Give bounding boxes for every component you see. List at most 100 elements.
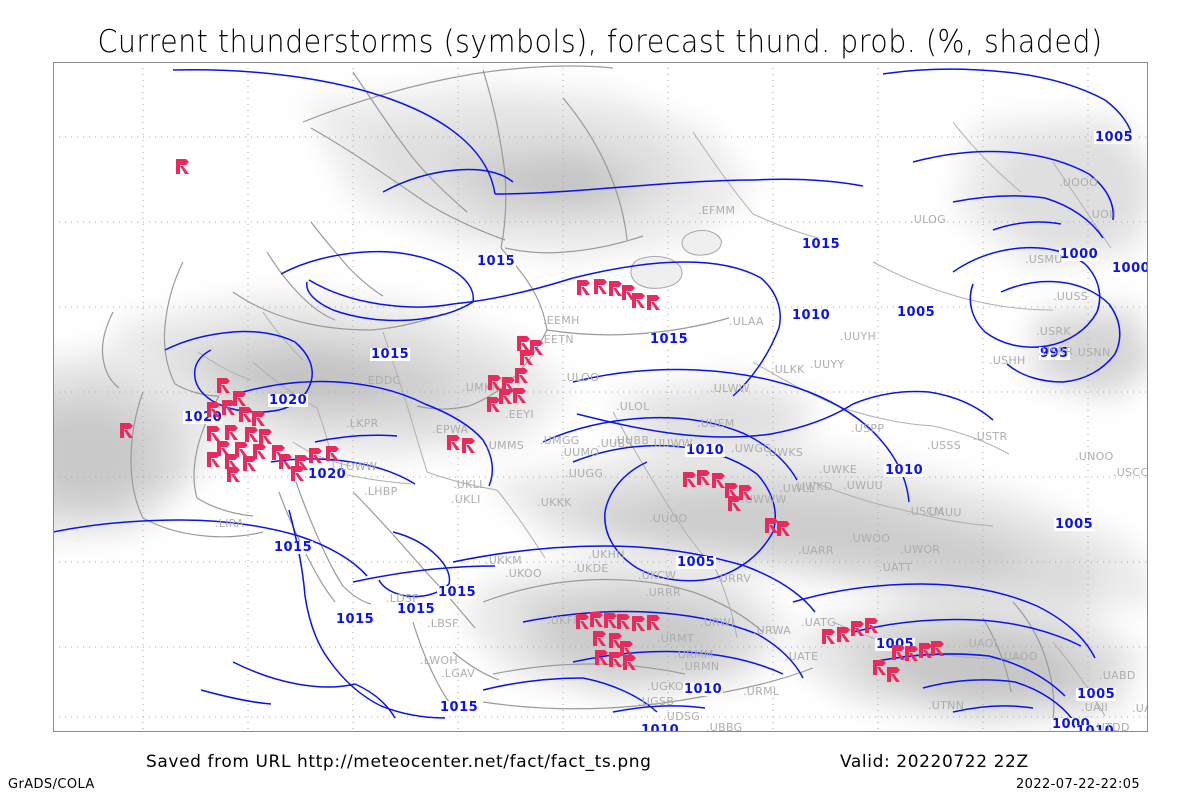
thunderstorm-symbol (497, 388, 514, 405)
thunderstorm-symbol (500, 376, 517, 393)
station-id-label: UATG (801, 616, 836, 629)
thunderstorm-symbol (726, 495, 743, 512)
station-id-label: USCM (907, 505, 944, 518)
station-id-label: EPWA (432, 423, 468, 436)
thunderstorm-symbol (205, 401, 222, 418)
station-id-label: UKOO (505, 567, 542, 580)
source-url-text: Saved from URL http://meteocenter.net/fa… (146, 752, 652, 772)
station-id-label: ULWW (710, 382, 750, 395)
isobar-label: 1015 (476, 254, 517, 269)
thunderstorm-symbol (723, 482, 740, 499)
station-id-label: UDSG (663, 710, 700, 723)
station-id-label: LHBP (364, 485, 398, 498)
thunderstorm-symbol (225, 466, 242, 483)
station-id-label: UBBB (776, 731, 812, 732)
thunderstorm-symbol (250, 410, 267, 427)
station-id-label: URMN (681, 660, 719, 673)
station-id-label: LKPR (346, 417, 379, 430)
isobar-label: 1005 (1076, 687, 1117, 702)
thunderstorm-symbol (737, 484, 754, 501)
thunderstorm-symbol (929, 640, 946, 657)
station-id-label: UWWW (741, 493, 787, 506)
station-id-label: USSS (927, 439, 961, 452)
thunderstorm-symbol (620, 284, 637, 301)
thunderstorm-symbol (486, 374, 503, 391)
thunderstorm-symbol (277, 453, 294, 470)
station-id-label: URWI (700, 616, 734, 629)
station-id-label: UWUU (843, 479, 883, 492)
station-id-label: LGAV (441, 667, 475, 680)
isobar-label: 1010 (414, 731, 455, 732)
isobar-label: 1005 (1094, 130, 1135, 145)
station-id-label: UGSB (638, 695, 674, 708)
station-id-label: UTNN (928, 699, 964, 712)
station-id-label: UAUR (1132, 702, 1148, 715)
station-id-label: LBSF (427, 617, 459, 630)
station-id-label: UKKK (537, 496, 572, 509)
thunderstorm-symbol (588, 611, 605, 628)
thunderstorm-symbol (485, 396, 502, 413)
station-id-label: UKKM (485, 554, 522, 567)
thunderstorm-symbol (215, 440, 232, 457)
thunderstorm-symbol (607, 632, 624, 649)
thunderstorm-symbol (243, 426, 260, 443)
thunderstorm-symbol (591, 630, 608, 647)
thunderstorm-symbol (890, 644, 907, 661)
thunderstorm-symbol (460, 437, 477, 454)
grads-cola-credit: GrADS/COLA (8, 777, 95, 792)
thunderstorm-symbol (289, 465, 306, 482)
isobar-label: 1015 (370, 347, 411, 362)
isobar-label: 1015 (335, 612, 376, 627)
station-id-label: ULOG (910, 213, 946, 226)
thunderstorm-symbol (237, 406, 254, 423)
thunderstorm-symbol (885, 666, 902, 683)
station-id-label: UWOR (900, 543, 940, 556)
station-id-label: EEYI (505, 408, 534, 421)
station-id-label: UUYY (810, 358, 845, 371)
thunderstorm-symbol (863, 617, 880, 634)
thunderstorm-symbol (681, 471, 698, 488)
station-id-label: USRR (1038, 345, 1073, 358)
station-id-label: UAFM (1146, 653, 1148, 666)
station-id-label: UKLI (451, 493, 481, 506)
thunderstorm-symbol (445, 434, 462, 451)
thunderstorm-symbol (518, 349, 535, 366)
station-id-label: UUOO (649, 512, 687, 525)
isobar-label: 1015 (801, 237, 842, 252)
thunderstorm-symbol (515, 335, 532, 352)
station-id-label: UOII (1088, 208, 1116, 221)
isobar-label: 1005 (896, 305, 937, 320)
station-id-label: LDSF (386, 592, 419, 605)
isobar-label: 1005 (1054, 517, 1095, 532)
station-id-label: UWGG (731, 442, 772, 455)
station-id-label: UUMO (560, 446, 599, 459)
station-id-label: ULOL (616, 400, 650, 413)
thunderstorm-symbol (220, 399, 237, 416)
thunderstorm-symbol (257, 428, 274, 445)
station-id-label: UKCW (638, 569, 676, 582)
isobar-label: 1010 (884, 463, 925, 478)
station-id-label: URMM (674, 648, 714, 661)
station-id-label: USNN (1074, 346, 1111, 359)
station-id-label: USMU (1025, 253, 1063, 266)
station-id-label: URMT (657, 632, 694, 645)
station-id-label: UWKS (765, 446, 803, 459)
thunderstorm-symbol (607, 651, 624, 668)
valid-time-text: Valid: 20220722 22Z (840, 752, 1029, 772)
thunderstorm-symbol (607, 280, 624, 297)
station-id-label: UGKO (647, 680, 684, 693)
station-id-label: UATT (879, 561, 912, 574)
station-id-label: UAOL (965, 637, 1000, 650)
station-id-label: LOWW (336, 460, 377, 473)
weather-map[interactable]: 1015 1015 1015 1015 1005 1000 1000 1005 1010 995 1… (53, 62, 1148, 732)
station-id-label: URML (743, 685, 779, 698)
station-id-label: UUWW (650, 437, 693, 450)
thunderstorm-symbol (593, 649, 610, 666)
station-id-label: UTDD (1093, 721, 1130, 732)
thunderstorm-symbol (917, 642, 934, 659)
thunderstorm-symbol (592, 278, 609, 295)
station-id-label: UOOO (1059, 176, 1098, 189)
station-id-label: USRK (1036, 325, 1071, 338)
station-id-label: UMMS (485, 439, 524, 452)
